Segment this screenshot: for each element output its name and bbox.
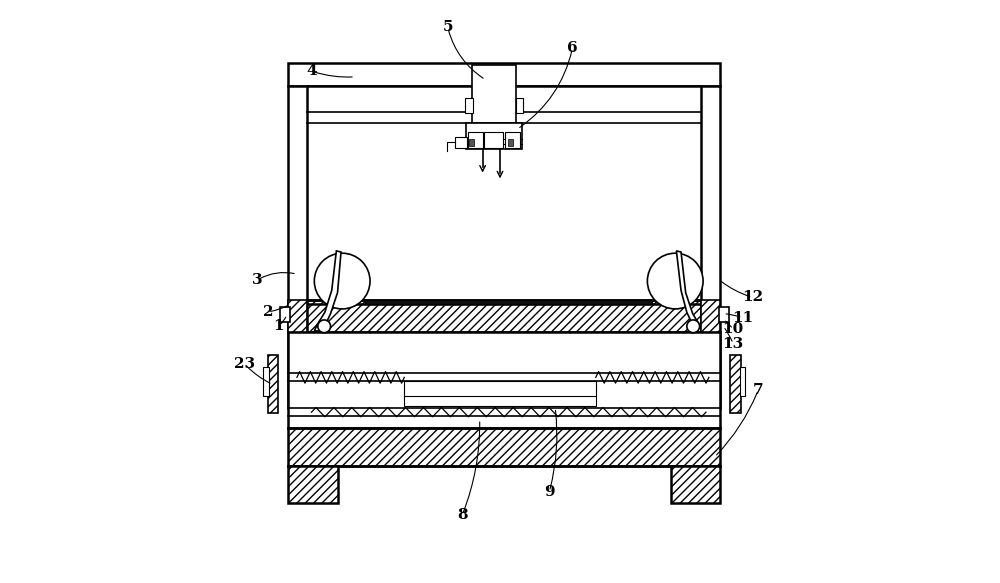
Text: 4: 4 [306, 64, 317, 78]
Bar [671, 466, 720, 503]
Circle shape [647, 253, 703, 309]
Bar [288, 466, 338, 503]
Bar [484, 132, 503, 147]
Text: 9: 9 [544, 484, 555, 498]
Bar [468, 132, 483, 147]
Circle shape [687, 320, 700, 333]
Text: 12: 12 [742, 290, 763, 304]
Bar [288, 64, 720, 86]
Bar [288, 300, 307, 332]
Text: 7: 7 [753, 383, 764, 397]
Bar [268, 355, 278, 413]
Bar [465, 99, 473, 113]
Text: 3: 3 [252, 273, 263, 287]
Polygon shape [314, 251, 341, 331]
Bar [505, 132, 520, 147]
Text: 5: 5 [443, 20, 453, 34]
Text: 13: 13 [723, 337, 744, 351]
Bar [307, 300, 701, 332]
Bar [288, 332, 720, 428]
Text: 11: 11 [732, 311, 753, 325]
Bar [263, 367, 269, 396]
Bar [288, 428, 720, 466]
Bar [730, 355, 741, 413]
Bar [701, 86, 720, 408]
Bar [516, 99, 523, 113]
Bar [469, 139, 474, 146]
Bar [472, 65, 516, 123]
Text: 6: 6 [567, 41, 578, 55]
Polygon shape [676, 251, 700, 331]
Circle shape [314, 253, 370, 309]
Bar [288, 86, 307, 408]
Bar [719, 307, 729, 322]
Bar [280, 307, 290, 322]
Bar [455, 137, 467, 147]
Bar [701, 300, 720, 332]
Text: 8: 8 [457, 508, 468, 522]
Text: 23: 23 [234, 357, 255, 371]
Text: 10: 10 [723, 322, 744, 336]
Circle shape [318, 320, 331, 333]
Text: 1: 1 [273, 319, 284, 333]
Text: 2: 2 [263, 305, 273, 319]
Bar [404, 381, 596, 406]
Polygon shape [365, 300, 652, 304]
Bar [740, 367, 745, 396]
Bar [466, 123, 522, 149]
Bar [508, 139, 513, 146]
